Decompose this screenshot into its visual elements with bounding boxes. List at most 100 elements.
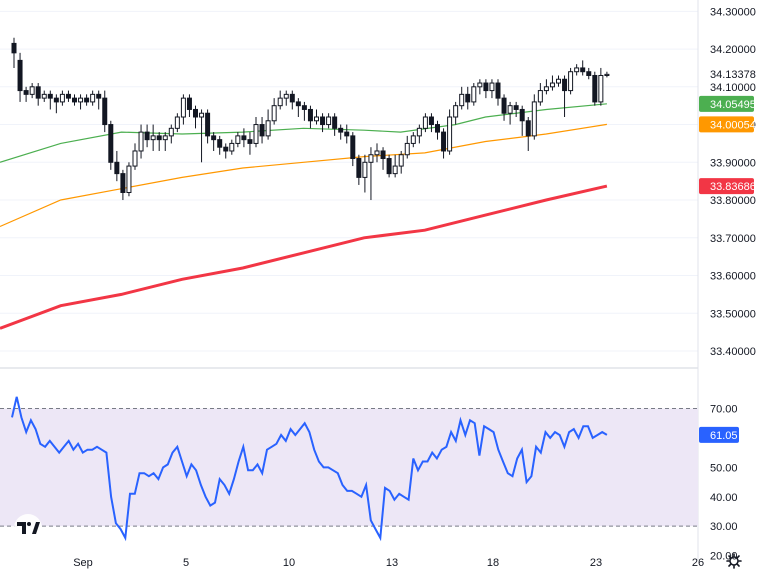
candle[interactable] (513, 101, 519, 118)
candle[interactable] (465, 86, 471, 110)
candle[interactable] (447, 109, 453, 155)
candle[interactable] (283, 90, 289, 106)
candle[interactable] (229, 139, 235, 155)
candle[interactable] (580, 60, 586, 76)
candle[interactable] (144, 124, 150, 148)
candle[interactable] (422, 113, 428, 133)
candle[interactable] (47, 90, 53, 110)
candle[interactable] (211, 132, 217, 151)
candle[interactable] (592, 71, 598, 106)
candle[interactable] (78, 94, 84, 110)
candle[interactable] (114, 150, 120, 182)
candle[interactable] (562, 75, 568, 118)
candle[interactable] (477, 79, 483, 95)
candle[interactable] (41, 90, 47, 102)
price-pane[interactable]: 34.3000034.2000034.1000034.0000033.90000… (0, 6, 756, 358)
candle[interactable] (556, 75, 561, 87)
candle[interactable] (180, 94, 186, 125)
candle[interactable] (277, 90, 283, 110)
candle[interactable] (435, 120, 440, 140)
candle[interactable] (307, 105, 313, 129)
candle[interactable] (265, 109, 271, 140)
candle[interactable] (138, 124, 144, 159)
candle[interactable] (586, 67, 592, 80)
candle[interactable] (72, 94, 77, 106)
candle[interactable] (350, 132, 356, 167)
candle[interactable] (96, 90, 102, 110)
candle[interactable] (453, 101, 459, 125)
tradingview-logo[interactable] (14, 514, 42, 542)
candle[interactable] (398, 150, 404, 174)
candle[interactable] (102, 90, 108, 133)
candle[interactable] (386, 154, 392, 178)
candle[interactable] (604, 71, 610, 78)
candle[interactable] (235, 132, 241, 148)
candle[interactable] (374, 143, 380, 163)
candle[interactable] (295, 98, 301, 118)
candle[interactable] (332, 113, 338, 136)
candle[interactable] (174, 113, 180, 133)
candle[interactable] (199, 109, 205, 163)
candle[interactable] (289, 90, 295, 110)
candle[interactable] (193, 105, 198, 129)
candle[interactable] (53, 94, 59, 114)
candle[interactable] (483, 79, 489, 99)
candle[interactable] (471, 83, 477, 106)
price-axis[interactable]: 34.3000034.2000034.1000034.0000033.90000… (710, 6, 756, 358)
candle[interactable] (344, 124, 350, 144)
candle[interactable] (205, 109, 211, 144)
candle[interactable] (543, 79, 549, 95)
candle[interactable] (90, 90, 96, 106)
candle[interactable] (132, 143, 138, 170)
candle[interactable] (11, 37, 17, 68)
candle[interactable] (23, 86, 29, 102)
candle[interactable] (241, 128, 247, 148)
candle[interactable] (35, 83, 41, 106)
candle[interactable] (59, 90, 65, 106)
candle[interactable] (223, 143, 229, 159)
candle[interactable] (519, 105, 525, 136)
candle[interactable] (126, 162, 132, 197)
candle[interactable] (489, 79, 495, 99)
candle[interactable] (217, 135, 223, 155)
candle[interactable] (326, 113, 332, 129)
candle[interactable] (356, 154, 362, 185)
candlestick-series[interactable] (11, 37, 610, 201)
candle[interactable] (410, 132, 416, 148)
candle[interactable] (253, 117, 259, 148)
time-axis[interactable]: Sep 5 10 13 18 23 26 (73, 557, 704, 569)
candle[interactable] (368, 147, 374, 201)
candle[interactable] (525, 117, 531, 151)
candle[interactable] (168, 124, 174, 144)
candle[interactable] (150, 124, 156, 151)
candle[interactable] (404, 135, 410, 159)
candle[interactable] (598, 67, 604, 106)
candle[interactable] (362, 154, 368, 193)
candle[interactable] (392, 154, 398, 178)
candle[interactable] (549, 75, 555, 91)
candle[interactable] (428, 113, 434, 133)
candle[interactable] (65, 90, 71, 102)
candle[interactable] (568, 67, 574, 95)
candle[interactable] (29, 83, 35, 99)
candle[interactable] (495, 79, 501, 106)
gear-icon[interactable] (726, 553, 742, 569)
candle[interactable] (314, 109, 319, 125)
candle[interactable] (259, 117, 265, 144)
candle[interactable] (537, 83, 543, 106)
candle[interactable] (416, 124, 422, 144)
candle[interactable] (338, 124, 344, 140)
candle[interactable] (531, 94, 537, 140)
candle[interactable] (156, 132, 162, 151)
candle[interactable] (271, 98, 277, 125)
candle[interactable] (17, 52, 23, 102)
candle[interactable] (301, 101, 307, 121)
candle[interactable] (380, 147, 386, 170)
candle[interactable] (84, 94, 90, 106)
candle[interactable] (320, 113, 326, 133)
candle[interactable] (501, 94, 507, 121)
candle[interactable] (574, 64, 580, 76)
candle[interactable] (441, 128, 447, 159)
